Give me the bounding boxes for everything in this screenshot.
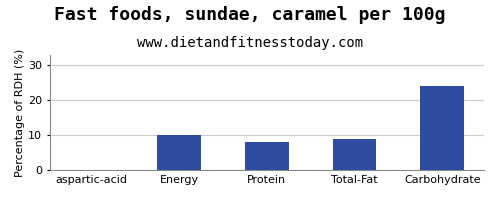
Y-axis label: Percentage of RDH (%): Percentage of RDH (%) [15,48,25,177]
Bar [157,135,201,170]
Bar [420,86,464,170]
Text: www.dietandfitnesstoday.com: www.dietandfitnesstoday.com [137,36,363,50]
Bar [332,139,376,170]
Text: Fast foods, sundae, caramel per 100g: Fast foods, sundae, caramel per 100g [54,6,446,24]
Bar [245,142,288,170]
